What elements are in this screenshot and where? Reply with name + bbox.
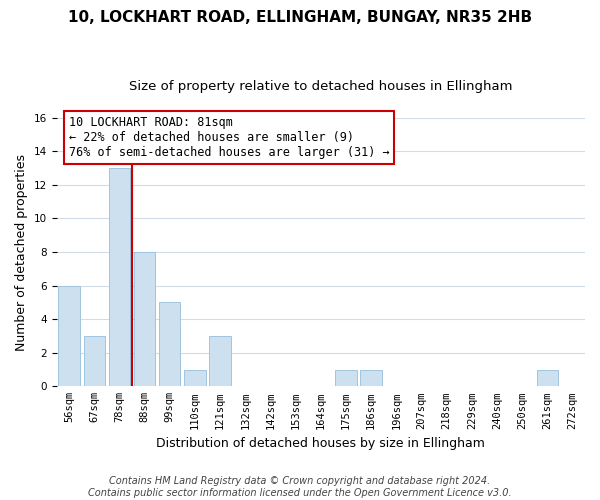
Text: Contains HM Land Registry data © Crown copyright and database right 2024.
Contai: Contains HM Land Registry data © Crown c… [88, 476, 512, 498]
Bar [159, 302, 181, 386]
Text: 10 LOCKHART ROAD: 81sqm
← 22% of detached houses are smaller (9)
76% of semi-det: 10 LOCKHART ROAD: 81sqm ← 22% of detache… [69, 116, 390, 159]
Bar [83, 336, 105, 386]
X-axis label: Distribution of detached houses by size in Ellingham: Distribution of detached houses by size … [157, 437, 485, 450]
Title: Size of property relative to detached houses in Ellingham: Size of property relative to detached ho… [129, 80, 512, 93]
Y-axis label: Number of detached properties: Number of detached properties [15, 154, 28, 350]
Bar [109, 168, 130, 386]
Bar [209, 336, 231, 386]
Bar [134, 252, 155, 386]
Bar [184, 370, 206, 386]
Bar [536, 370, 558, 386]
Bar [58, 286, 80, 386]
Text: 10, LOCKHART ROAD, ELLINGHAM, BUNGAY, NR35 2HB: 10, LOCKHART ROAD, ELLINGHAM, BUNGAY, NR… [68, 10, 532, 25]
Bar [361, 370, 382, 386]
Bar [335, 370, 356, 386]
